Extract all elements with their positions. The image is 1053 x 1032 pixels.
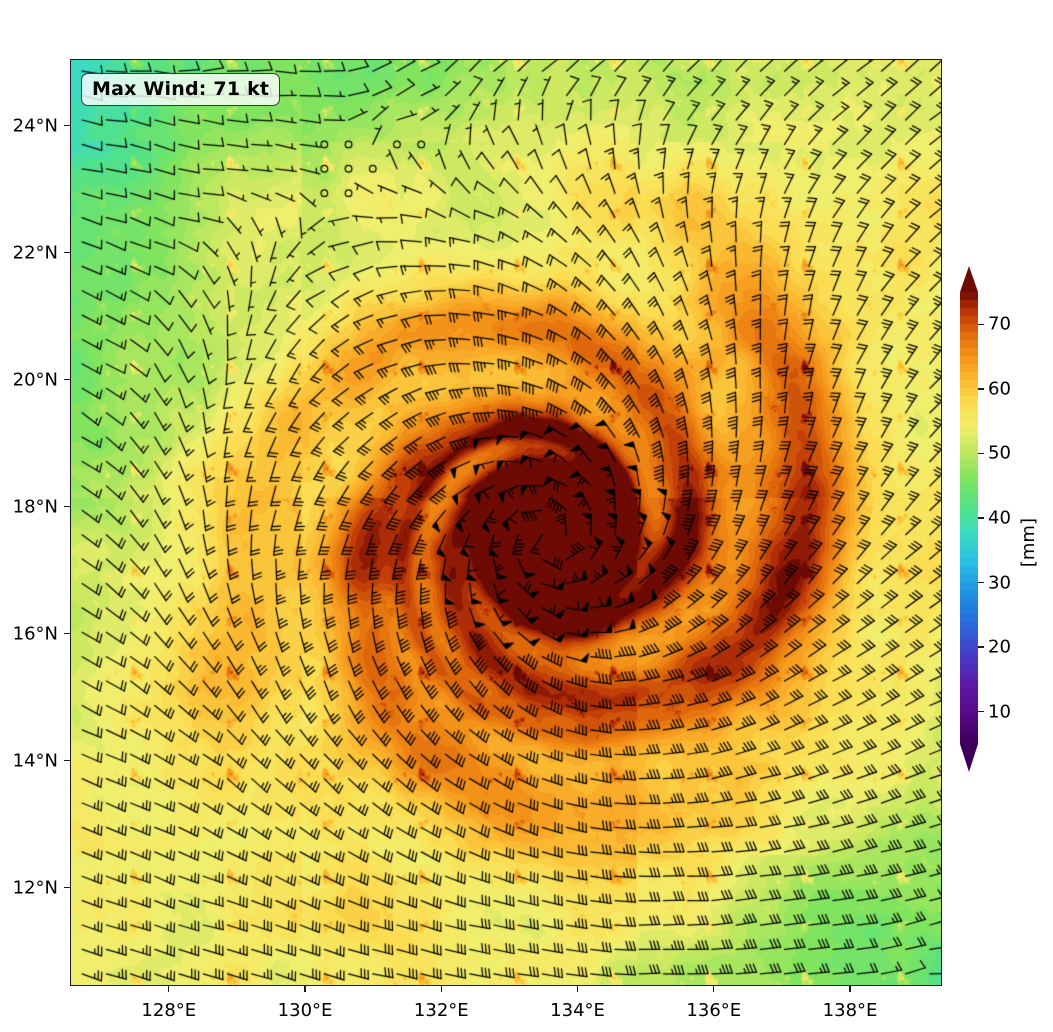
wind-barb-overlay: [70, 59, 942, 986]
y-tick-label: 12°N: [12, 877, 58, 899]
colorbar[interactable]: [960, 292, 978, 744]
colorbar-tick-mark: [978, 323, 984, 325]
colorbar-tick-label: 30: [988, 572, 1011, 594]
colorbar-tick-mark: [978, 388, 984, 390]
y-tick-mark: [64, 759, 70, 762]
colorbar-tick-mark: [978, 646, 984, 648]
x-tick-mark: [713, 986, 715, 992]
colorbar-tick-mark: [978, 581, 984, 584]
x-tick-mark: [168, 986, 170, 992]
x-tick-mark: [440, 986, 442, 992]
colorbar-tick-mark: [978, 711, 984, 713]
x-tick-label: 132°E: [413, 1000, 469, 1021]
x-tick-mark: [304, 986, 306, 992]
y-tick-mark: [64, 378, 70, 381]
y-tick-mark: [64, 124, 70, 127]
x-tick-label: 138°E: [822, 1000, 878, 1021]
x-tick-label: 134°E: [550, 1000, 605, 1021]
colorbar-tick-label: 60: [988, 378, 1011, 400]
colorbar-tick-label: 20: [988, 636, 1011, 658]
x-tick-label: 128°E: [141, 1000, 197, 1021]
colorbar-tick-label: 50: [988, 442, 1011, 464]
colorbar-tick-mark: [978, 452, 984, 455]
y-tick-label: 18°N: [12, 496, 58, 518]
x-tick-label: 130°E: [277, 1000, 333, 1021]
y-tick-label: 14°N: [12, 750, 58, 772]
x-tick-mark: [849, 986, 851, 992]
colorbar-tick-label: 70: [988, 313, 1011, 335]
x-tick-mark: [576, 986, 579, 992]
colorbar-tick-label: 10: [988, 701, 1011, 723]
colorbar-tick-label: 40: [988, 507, 1011, 529]
y-tick-mark: [64, 632, 70, 635]
y-tick-label: 24°N: [12, 115, 58, 137]
y-tick-label: 22°N: [12, 242, 58, 264]
y-tick-mark: [64, 505, 70, 508]
x-tick-label: 136°E: [686, 1000, 742, 1021]
y-tick-mark: [64, 251, 70, 254]
y-tick-mark: [64, 886, 70, 889]
colorbar-tick-mark: [978, 517, 984, 519]
y-tick-label: 20°N: [12, 369, 58, 391]
colorbar-gradient: [960, 292, 978, 744]
y-tick-label: 16°N: [12, 623, 58, 645]
max-wind-badge: Max Wind: 71 kt: [81, 73, 281, 106]
colorbar-unit-label: [mm]: [1018, 518, 1039, 568]
map-plot-area[interactable]: Max Wind: 71 kt: [70, 59, 942, 986]
